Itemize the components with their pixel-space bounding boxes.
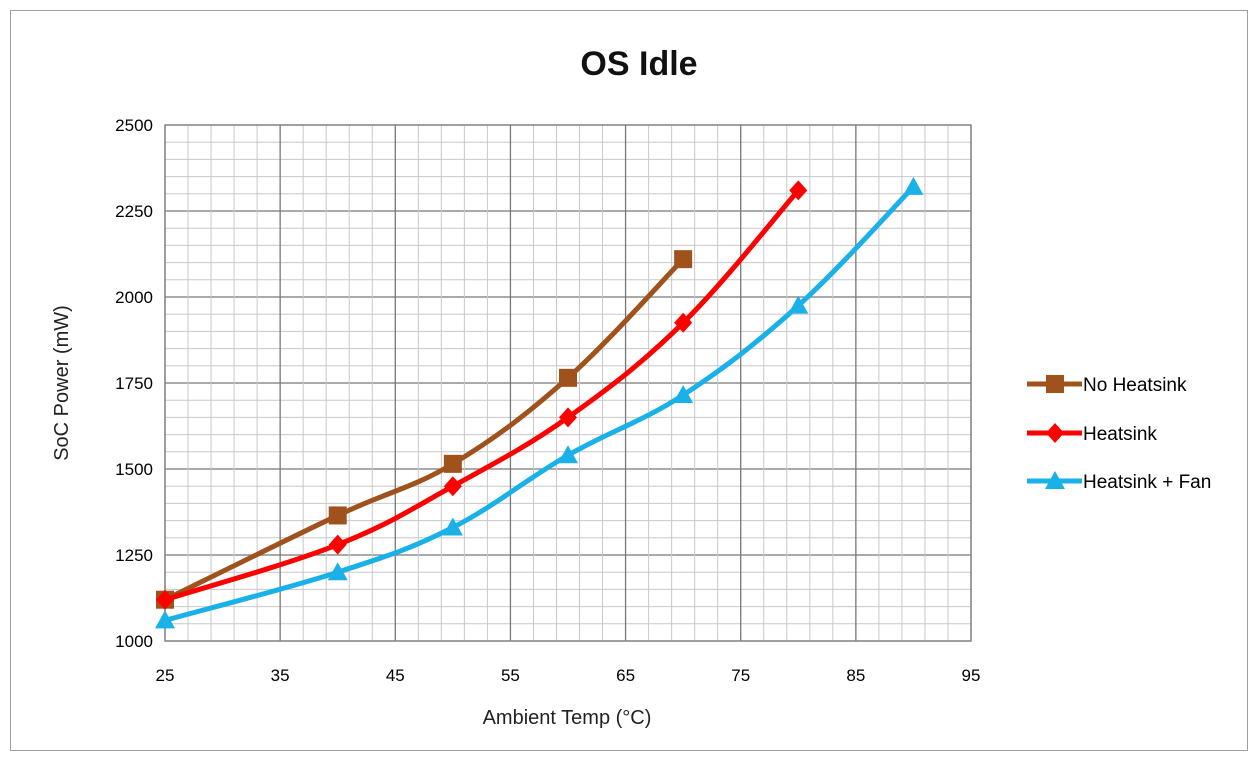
series-heatsink bbox=[156, 180, 808, 610]
x-tick-label: 55 bbox=[501, 666, 520, 685]
data-point bbox=[443, 454, 462, 473]
legend-item: Heatsink bbox=[1027, 423, 1157, 445]
legend: No Heatsink Heatsink Heatsink + Fan bbox=[1027, 375, 1211, 493]
data-point bbox=[559, 368, 577, 387]
series-line bbox=[162, 256, 686, 603]
series-group bbox=[155, 176, 924, 629]
data-point bbox=[674, 312, 693, 333]
x-tick-label: 65 bbox=[616, 666, 635, 685]
y-tick-label: 2000 bbox=[115, 288, 153, 307]
legend-label: Heatsink bbox=[1083, 424, 1157, 445]
x-tick-label: 25 bbox=[156, 666, 175, 685]
data-point bbox=[674, 250, 693, 269]
data-point bbox=[328, 506, 347, 525]
data-point bbox=[903, 176, 924, 195]
x-axis-ticks: 25 35 45 55 65 75 85 95 bbox=[156, 666, 981, 685]
x-tick-label: 95 bbox=[962, 666, 981, 685]
legend-item: No Heatsink bbox=[1027, 375, 1187, 396]
y-axis-ticks: 1000 1250 1500 1750 2000 2250 2500 bbox=[115, 116, 153, 651]
legend-marker bbox=[1046, 375, 1064, 393]
series-line bbox=[162, 187, 801, 603]
x-tick-label: 45 bbox=[386, 666, 405, 685]
plot-area-border bbox=[164, 124, 972, 642]
data-point bbox=[558, 445, 578, 464]
chart-frame bbox=[10, 10, 1248, 751]
data-point bbox=[327, 562, 348, 581]
x-tick-label: 85 bbox=[846, 666, 865, 685]
y-tick-label: 1750 bbox=[115, 374, 153, 393]
x-axis-title: Ambient Temp (°C) bbox=[483, 707, 652, 729]
data-point bbox=[559, 407, 577, 428]
chart-title: OS Idle bbox=[580, 45, 697, 83]
y-tick-label: 1000 bbox=[115, 632, 153, 651]
y-tick-label: 2250 bbox=[115, 202, 153, 221]
legend-item: Heatsink + Fan bbox=[1027, 471, 1211, 493]
x-tick-label: 35 bbox=[271, 666, 290, 685]
x-tick-label: 75 bbox=[731, 666, 750, 685]
legend-label: No Heatsink bbox=[1083, 375, 1187, 396]
legend-label: Heatsink + Fan bbox=[1083, 472, 1211, 493]
data-point bbox=[156, 589, 174, 610]
legend-marker bbox=[1045, 471, 1065, 489]
data-point bbox=[673, 385, 694, 404]
data-point bbox=[789, 180, 808, 201]
data-point bbox=[788, 295, 809, 314]
data-point bbox=[442, 517, 463, 536]
series-heatsink-fan bbox=[155, 176, 924, 629]
y-tick-label: 1500 bbox=[115, 460, 153, 479]
legend-marker bbox=[1046, 423, 1064, 443]
data-point bbox=[155, 610, 175, 629]
y-tick-label: 2500 bbox=[115, 116, 153, 135]
y-tick-label: 1250 bbox=[115, 546, 153, 565]
data-point bbox=[443, 476, 462, 497]
data-point bbox=[328, 534, 347, 555]
y-axis-title: SoC Power (mW) bbox=[51, 305, 73, 461]
grid bbox=[164, 124, 972, 642]
